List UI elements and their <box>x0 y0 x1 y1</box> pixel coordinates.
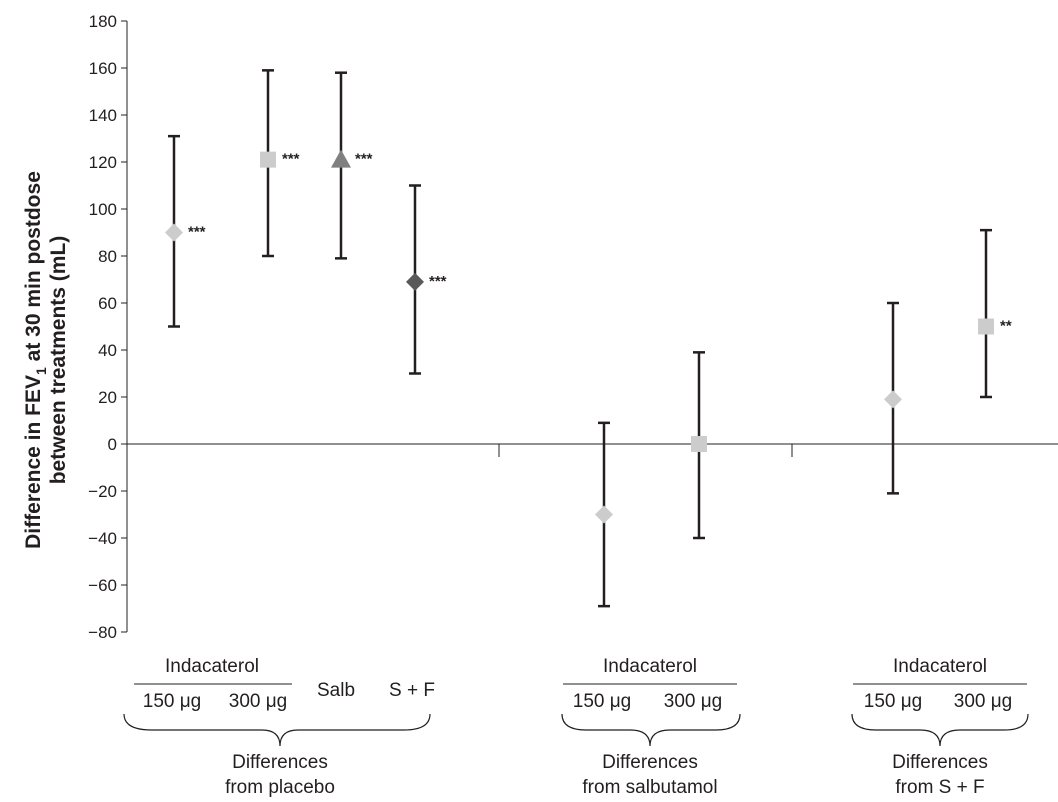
y-axis-title-subscript: 1 <box>33 367 49 375</box>
significance-label: *** <box>355 151 373 168</box>
group-sf: Indacaterol 150 μg 300 μg Differences fr… <box>851 656 1029 798</box>
y-ticks: 180 160 140 120 100 80 60 40 20 0 −20 −40 −60 −80 <box>88 12 127 642</box>
group-salbutamol-dose2: 300 μg <box>664 691 723 712</box>
group-salbutamol-indacaterol: Indacaterol <box>603 656 697 677</box>
y-tick-label: −20 <box>88 482 117 501</box>
y-axis-title: Difference in FEV1 at 30 min postdose be… <box>22 171 70 549</box>
group-placebo-caption-line2: from placebo <box>225 777 335 798</box>
group-sf-dose2: 300 μg <box>954 691 1013 712</box>
significance-label: *** <box>188 224 206 241</box>
y-tick-label: −80 <box>88 623 117 642</box>
y-tick-label: 20 <box>98 388 117 407</box>
y-tick-label: 160 <box>89 59 117 78</box>
y-tick-label: 0 <box>108 435 117 454</box>
group-salbutamol-brace <box>561 713 741 747</box>
y-tick-label: −40 <box>88 529 117 548</box>
y-tick-label: 100 <box>89 200 117 219</box>
group-placebo-indacaterol: Indacaterol <box>165 656 259 677</box>
data-point-triangle <box>331 149 351 168</box>
y-tick-label: 80 <box>98 247 117 266</box>
y-tick-label: 180 <box>89 12 117 31</box>
group-sf-caption-line2: from S + F <box>895 777 984 798</box>
group-sf-caption-line1: Differences <box>892 752 988 773</box>
group-salbutamol-caption-line1: Differences <box>602 752 698 773</box>
significance-label: *** <box>429 273 447 290</box>
data-point-square <box>978 318 994 335</box>
y-tick-label: −60 <box>88 576 117 595</box>
data-point-diamond <box>595 505 613 524</box>
group-placebo-caption-line1: Differences <box>232 752 328 773</box>
y-tick-label: 120 <box>89 153 117 172</box>
data-point-diamond <box>165 223 183 242</box>
y-axis-title-prefix: Difference in FEV <box>22 375 45 549</box>
data-point-diamond <box>406 272 424 291</box>
y-axis-title-line2: between treatments (mL) <box>47 236 70 485</box>
y-tick-label: 40 <box>98 341 117 360</box>
group-placebo-dose2: 300 μg <box>229 691 288 712</box>
group-placebo-dose1: 150 μg <box>143 691 202 712</box>
group-salbutamol-dose1: 150 μg <box>573 691 632 712</box>
group-placebo-sf: S + F <box>389 680 435 701</box>
significance-label: ** <box>1000 318 1012 335</box>
data-point-square <box>691 436 707 452</box>
group-salbutamol: Indacaterol 150 μg 300 μg Differences fr… <box>561 656 741 798</box>
group-sf-indacaterol: Indacaterol <box>893 656 987 677</box>
group-placebo: Indacaterol 150 μg 300 μg Salb S + F Dif… <box>123 656 435 798</box>
group-sf-brace <box>851 713 1029 747</box>
data-point-diamond <box>884 390 902 409</box>
data-point-square <box>260 151 276 168</box>
axes <box>126 21 1058 632</box>
data-markers <box>165 149 994 524</box>
group-salbutamol-caption-line2: from salbutamol <box>582 777 717 798</box>
significance-label: *** <box>282 151 300 168</box>
group-placebo-brace <box>123 713 431 747</box>
y-axis-title-suffix: at 30 min postdose <box>22 171 45 367</box>
significance-labels: ****** ******** <box>188 151 1012 335</box>
svg-text:Difference in FEV1 at 30 min p: Difference in FEV1 at 30 min postdose <box>22 171 49 549</box>
group-placebo-salb: Salb <box>317 680 355 701</box>
group-sf-dose1: 150 μg <box>864 691 923 712</box>
y-tick-label: 60 <box>98 294 117 313</box>
y-tick-label: 140 <box>89 106 117 125</box>
